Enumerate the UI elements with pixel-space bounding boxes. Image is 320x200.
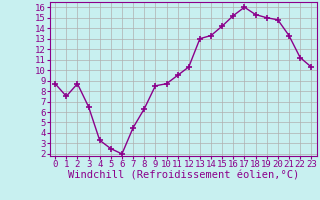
X-axis label: Windchill (Refroidissement éolien,°C): Windchill (Refroidissement éolien,°C) [68,171,299,181]
